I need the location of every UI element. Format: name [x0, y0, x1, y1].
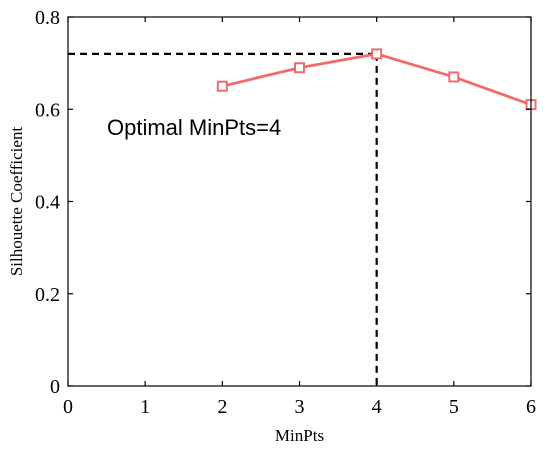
data-point: [216, 80, 228, 92]
optimal-annotation: Optimal MinPts=4: [107, 115, 281, 140]
y-tick-label: 0.2: [35, 284, 60, 306]
y-tick-label: 0.8: [35, 7, 60, 29]
y-tick-label: 0.6: [35, 99, 60, 121]
reference-lines: [68, 52, 378, 386]
x-tick-label: 4: [372, 396, 382, 418]
x-tick-label: 2: [217, 396, 227, 418]
y-axis-title: Silhouette Coefficient: [7, 127, 26, 277]
data-point: [448, 71, 460, 83]
x-tick-label: 3: [295, 396, 305, 418]
x-tick-label: 0: [63, 396, 73, 418]
y-tick-label: 0.4: [35, 192, 60, 214]
axes-layer: 0 1 2 3 4 5 6 0 0.2 0.4 0.6 0.8: [35, 7, 536, 418]
data-point: [294, 62, 305, 74]
y-tick-label: 0: [50, 376, 60, 398]
x-tick-label: 6: [526, 396, 536, 418]
data-point: [371, 48, 383, 60]
x-tick-label: 5: [449, 396, 459, 418]
x-tick-label: 1: [140, 396, 150, 418]
x-axis-title: MinPts: [275, 426, 324, 445]
